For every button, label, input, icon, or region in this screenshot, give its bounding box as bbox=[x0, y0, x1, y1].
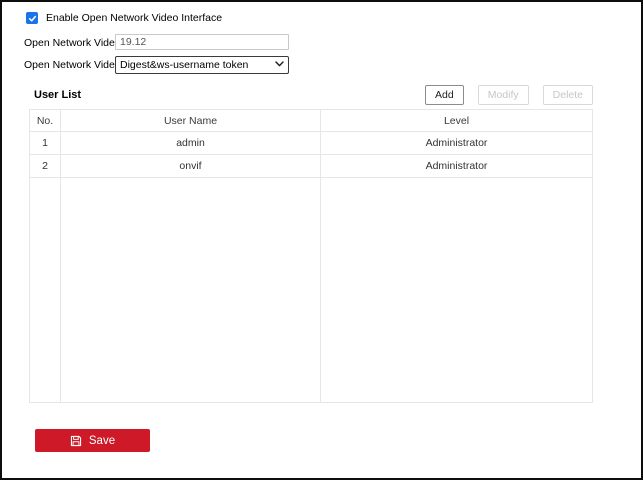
cell-level: Administrator bbox=[425, 160, 488, 172]
table-empty-area bbox=[30, 178, 592, 402]
add-button[interactable]: Add bbox=[425, 85, 464, 105]
check-icon bbox=[28, 15, 36, 22]
save-button-label: Save bbox=[88, 434, 116, 447]
column-header-no: No. bbox=[30, 110, 61, 131]
table-row[interactable]: 2 onvif Administrator bbox=[30, 155, 592, 178]
cell-no: 2 bbox=[30, 155, 61, 177]
enable-onvif-checkbox[interactable] bbox=[26, 12, 38, 24]
delete-button[interactable]: Delete bbox=[542, 85, 593, 105]
modify-button[interactable]: Modify bbox=[477, 85, 529, 105]
cell-username: admin bbox=[61, 132, 321, 154]
user-list-header: User List Add Modify Delete bbox=[29, 83, 593, 107]
onvif-auth-select-wrap: Digest&ws-username token bbox=[115, 55, 289, 74]
onvif-auth-select[interactable]: Digest&ws-username token bbox=[115, 56, 289, 74]
cell-no: 1 bbox=[30, 132, 61, 154]
table-header-row: No. User Name Level bbox=[30, 110, 592, 132]
onvif-version-input[interactable] bbox=[115, 34, 289, 50]
user-table: No. User Name Level 1 admin Administrato… bbox=[29, 109, 593, 403]
user-list-actions: Add Modify Delete bbox=[411, 85, 593, 105]
column-header-username: User Name bbox=[61, 110, 321, 131]
cell-level: Administrator bbox=[425, 137, 488, 149]
enable-onvif-label: Enable Open Network Video Interface bbox=[46, 12, 223, 24]
table-row[interactable]: 1 admin Administrator bbox=[30, 132, 592, 155]
save-button[interactable]: Save bbox=[35, 429, 150, 452]
cell-username: onvif bbox=[61, 155, 321, 177]
save-icon bbox=[70, 435, 82, 447]
enable-onvif-row: Enable Open Network Video Interface bbox=[26, 12, 222, 24]
user-list-title: User List bbox=[34, 89, 82, 101]
column-header-level: Level bbox=[443, 114, 470, 127]
